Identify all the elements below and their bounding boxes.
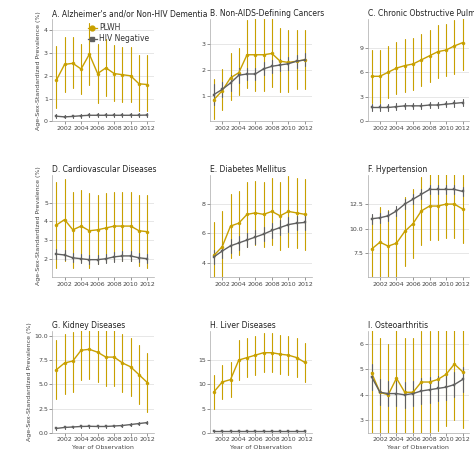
Text: G. Kidney Diseases: G. Kidney Diseases (52, 321, 126, 330)
Text: B. Non-AIDS-Defining Cancers: B. Non-AIDS-Defining Cancers (210, 9, 324, 18)
Text: C. Chronic Obstructive Pulmonary Disease: C. Chronic Obstructive Pulmonary Disease (367, 9, 474, 18)
Text: H. Liver Diseases: H. Liver Diseases (210, 321, 275, 330)
X-axis label: Year of Observation: Year of Observation (72, 445, 134, 450)
Y-axis label: Age-Sex-Standardized Prevalence (%): Age-Sex-Standardized Prevalence (%) (36, 11, 41, 130)
Y-axis label: Age-Sex-Standardized Prevalence (%): Age-Sex-Standardized Prevalence (%) (36, 167, 41, 285)
Text: F. Hypertension: F. Hypertension (367, 165, 427, 174)
X-axis label: Year of Observation: Year of Observation (387, 445, 449, 450)
Text: I. Osteoarthritis: I. Osteoarthritis (367, 321, 428, 330)
Y-axis label: Age-Sex-Standardized Prevalence (%): Age-Sex-Standardized Prevalence (%) (27, 323, 32, 441)
Text: D. Cardiovascular Diseases: D. Cardiovascular Diseases (52, 165, 156, 174)
X-axis label: Year of Observation: Year of Observation (230, 445, 292, 450)
Legend: PLWH, HIV Negative: PLWH, HIV Negative (87, 23, 150, 44)
Text: A. Alzheimer's and/or Non-HIV Dementia: A. Alzheimer's and/or Non-HIV Dementia (52, 9, 208, 18)
Text: E. Diabetes Mellitus: E. Diabetes Mellitus (210, 165, 286, 174)
